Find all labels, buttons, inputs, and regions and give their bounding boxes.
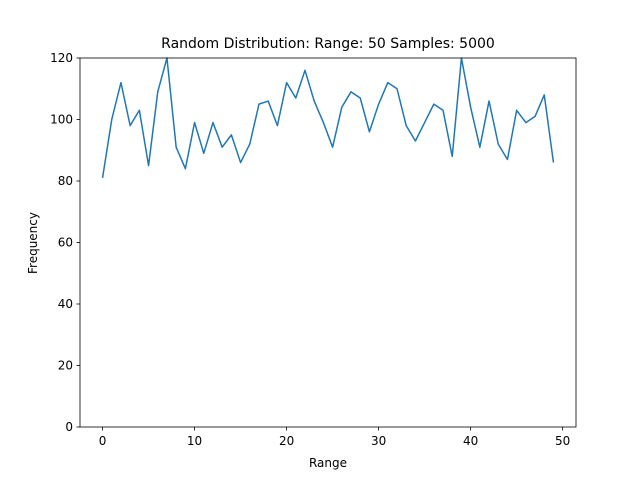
x-axis-label: Range <box>309 456 347 470</box>
y-axis-ticks: 0 20 40 60 80 100 120 <box>50 51 80 434</box>
series-line <box>101 57 555 179</box>
y-axis-label: Frequency <box>26 212 40 274</box>
x-tick-label: 20 <box>279 434 294 448</box>
y-tick-label: 20 <box>58 359 73 373</box>
x-tick-label: 0 <box>99 434 107 448</box>
y-tick-label: 100 <box>50 113 73 127</box>
plot-frame <box>79 57 577 428</box>
x-axis-ticks: 0 10 20 30 40 50 <box>99 427 570 448</box>
y-tick-label: 60 <box>58 236 73 250</box>
y-tick-label: 120 <box>50 51 73 65</box>
x-tick-label: 30 <box>371 434 386 448</box>
chart-title: Random Distribution: Range: 50 Samples: … <box>161 36 495 52</box>
y-tick-label: 80 <box>58 174 73 188</box>
y-tick-label: 0 <box>65 420 73 434</box>
x-tick-label: 40 <box>463 434 478 448</box>
x-tick-label: 50 <box>555 434 570 448</box>
y-tick-label: 40 <box>58 297 73 311</box>
x-tick-label: 10 <box>187 434 202 448</box>
